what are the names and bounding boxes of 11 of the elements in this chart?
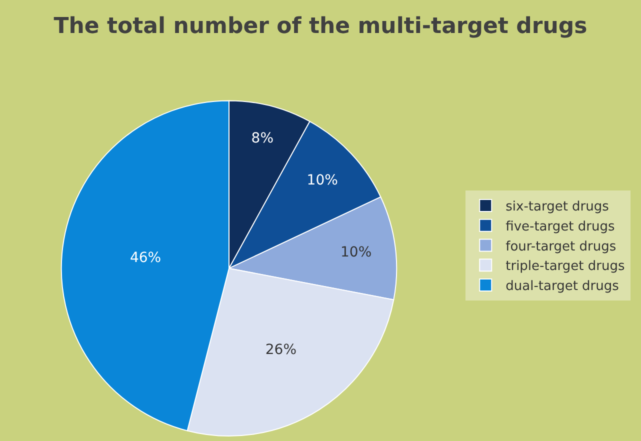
data-label: 26% [265, 342, 297, 358]
chart-title: The total number of the multi-target drugs [54, 14, 588, 40]
data-label: 10% [306, 172, 338, 189]
data-label: 8% [251, 130, 274, 146]
legend-label: four-target drugs [506, 239, 616, 254]
data-label: 46% [130, 250, 162, 266]
legend-label: five-target drugs [506, 219, 615, 234]
legend-label: six-target drugs [506, 200, 610, 215]
legend-label: dual-target drugs [506, 279, 620, 294]
legend-label: triple-target drugs [506, 259, 625, 274]
data-label: 10% [340, 244, 372, 260]
